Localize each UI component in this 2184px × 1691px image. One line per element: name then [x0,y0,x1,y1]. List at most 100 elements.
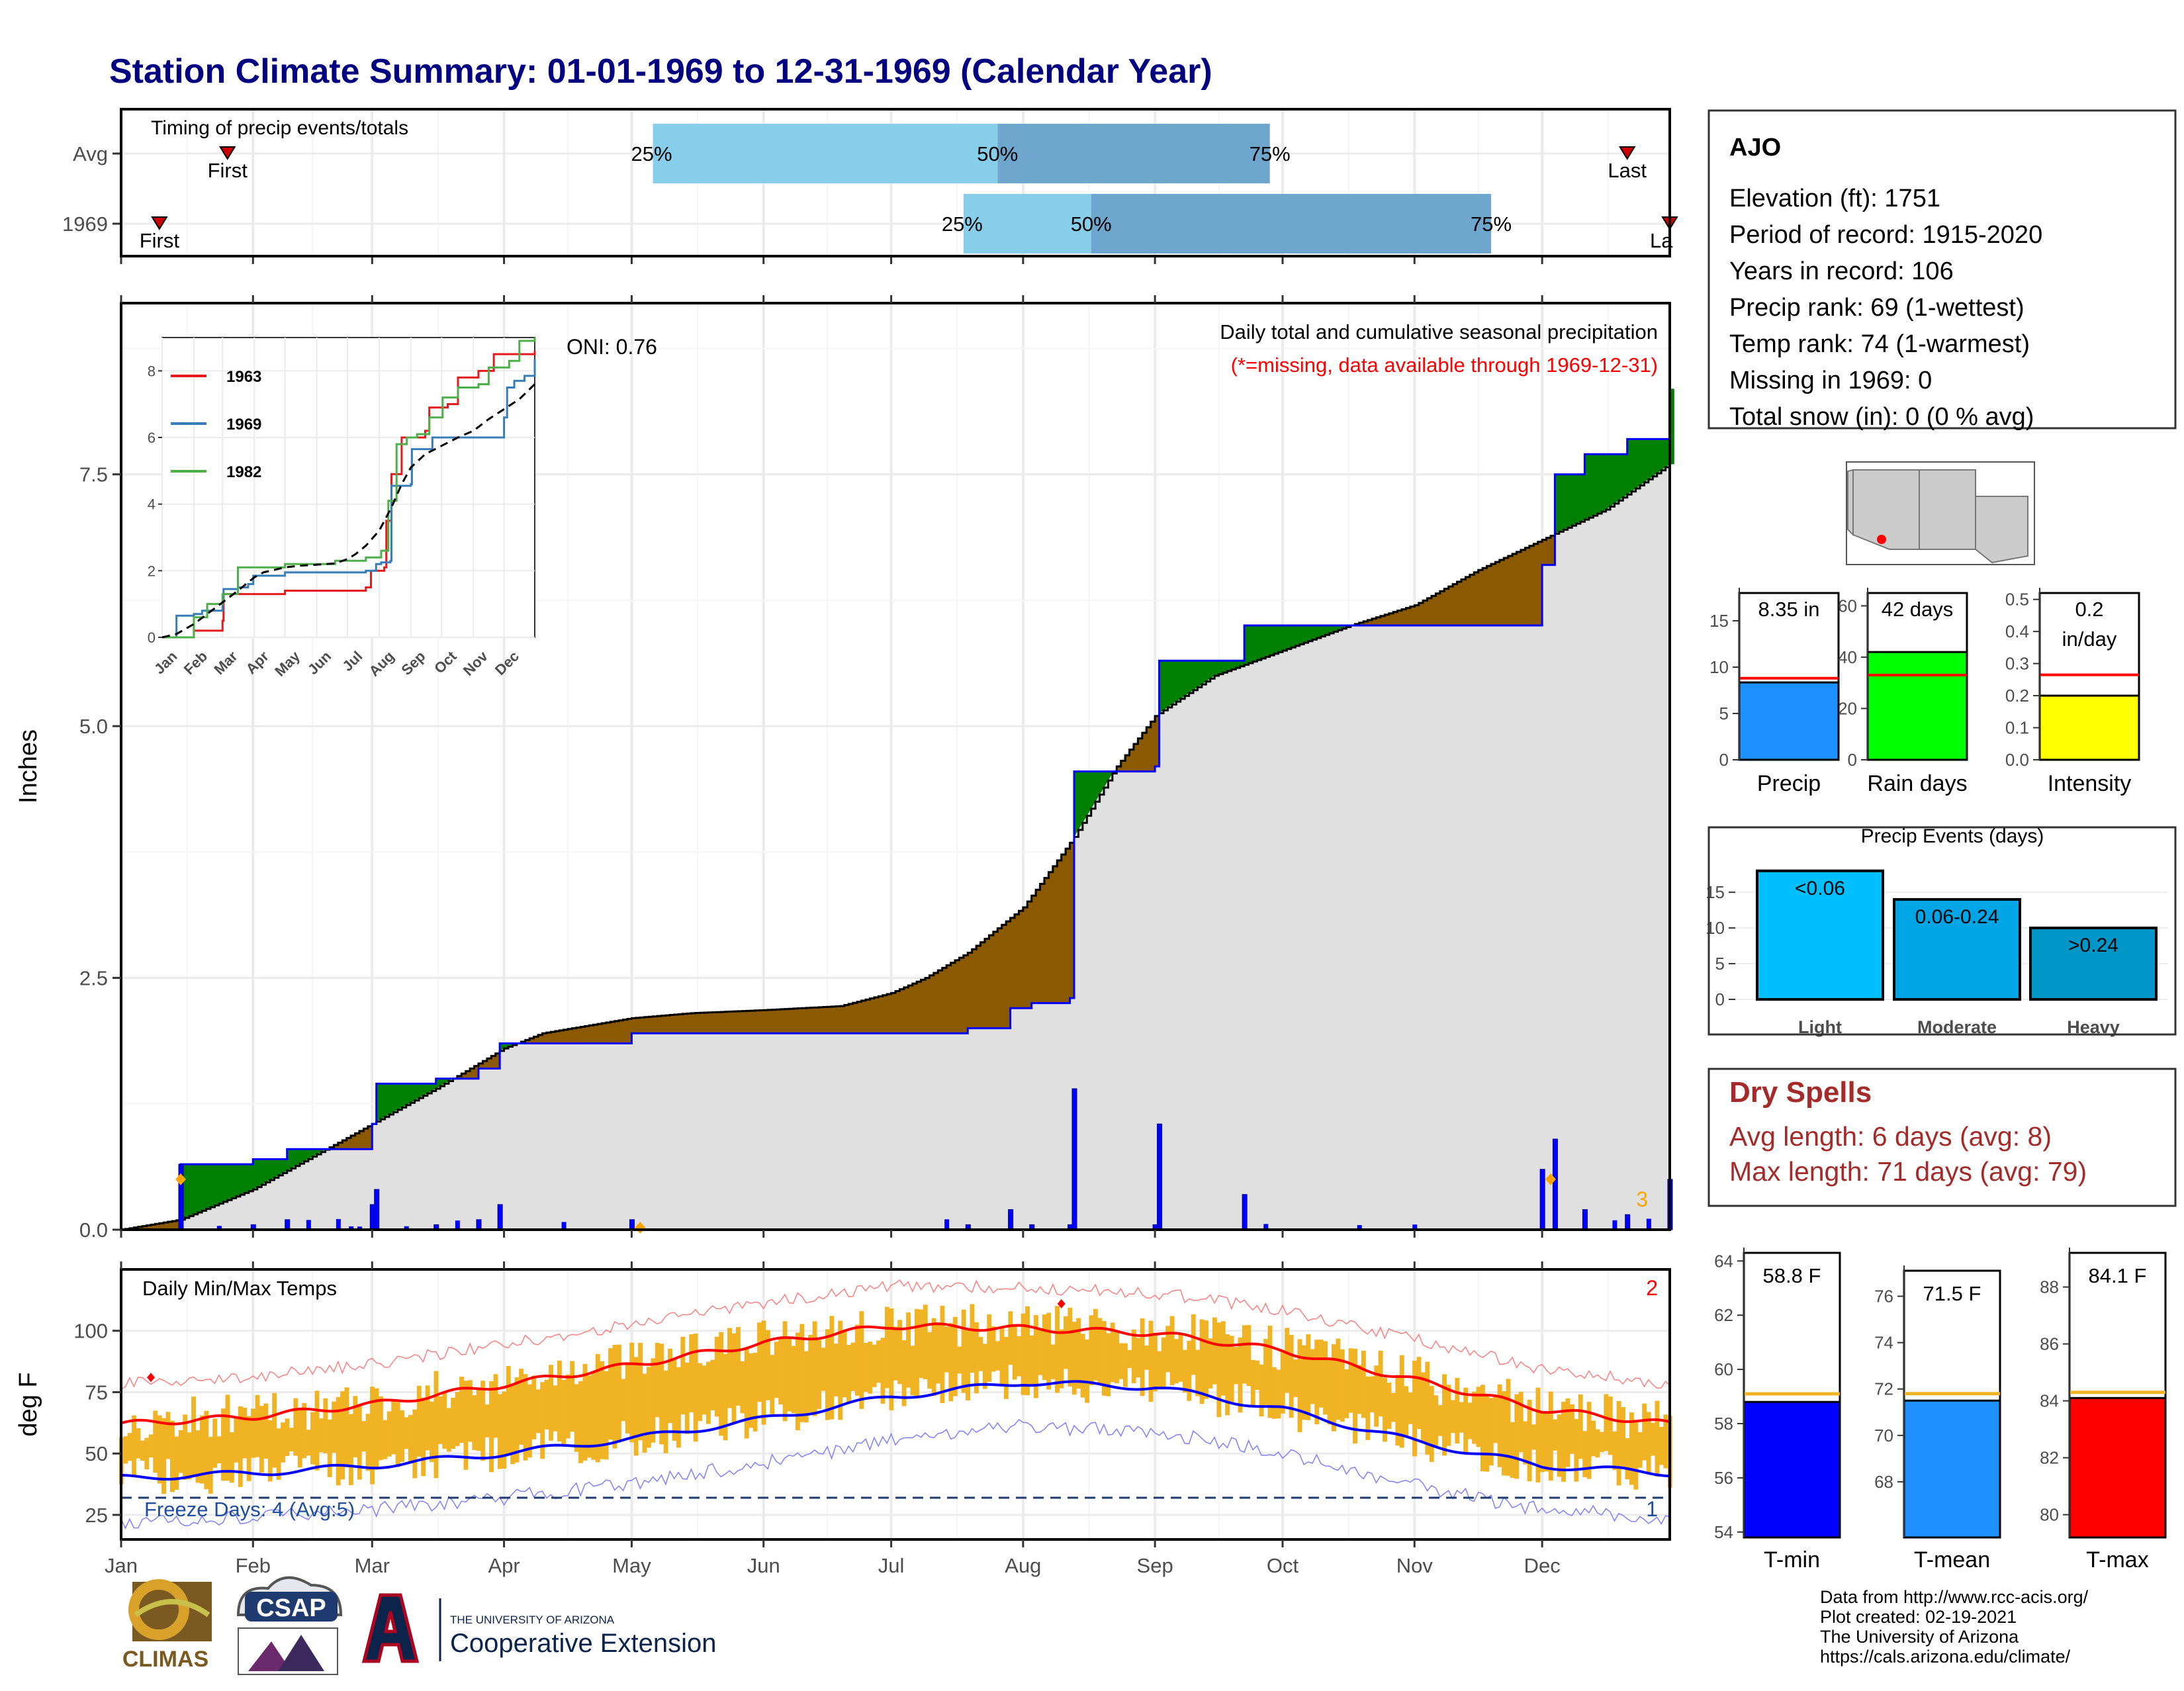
daily-temp-range-bar [306,1430,311,1456]
daily-temp-range-bar [970,1304,975,1373]
daily-temp-range-bar [714,1336,719,1417]
month-label: Jun [747,1554,780,1577]
daily-temp-range-bar [255,1394,260,1457]
daily-temp-range-bar [314,1391,320,1471]
daily-temp-range-bar [586,1375,592,1458]
daily-temp-range-bar [365,1414,371,1471]
daily-temp-range-bar [1420,1372,1426,1443]
page-title: Station Climate Summary: 01-01-1969 to 1… [109,52,1212,91]
precip-count: 3 [1636,1187,1648,1211]
daily-temp-range-bar [412,1409,418,1479]
daily-temp-range-bar [642,1373,647,1453]
record-low-line [120,1419,1670,1530]
daily-temp-range-bar [995,1341,1000,1371]
daily-temp-range-bar [723,1353,728,1441]
event-bar-heavy [2029,927,2158,1001]
daily-temp-range-bar [1663,1414,1668,1469]
summary-value-label: 42 days [1882,598,1954,621]
daily-precip-bar [1157,1123,1163,1230]
daily-temp-range-bar [795,1332,800,1430]
daily-temp-range-bar [229,1432,234,1483]
daily-temp-range-bar [731,1333,737,1423]
daily-temp-range-bar [267,1420,273,1482]
daily-precip-bar [1646,1218,1651,1230]
daily-temp-range-bar [621,1379,626,1422]
daily-temp-range-bar [1357,1365,1362,1414]
temp-ytick: 54 [1714,1522,1733,1542]
daily-temp-range-bar [821,1348,826,1391]
daily-precip-bar [1625,1214,1631,1230]
daily-temp-range-bar [1165,1326,1171,1373]
summary-bar-0: 8.35 in 0 5 10 15 Precip [1709,588,1840,796]
first-event-label: First [208,159,248,182]
daily-temp-range-bar [1336,1338,1341,1420]
daily-temp-range-bar [1025,1306,1030,1396]
daily-temp-range-bar [195,1430,201,1483]
daily-temp-range-bar [519,1369,523,1445]
daily-temp-range-bar [1433,1395,1439,1446]
daily-temp-range-bar [1378,1350,1383,1417]
summary-value-label: 0.2 [2075,598,2103,621]
daily-temp-range-bar [663,1370,668,1453]
daily-temp-range-bar [872,1344,877,1387]
daily-precip-bar [629,1219,635,1230]
daily-temp-range-bar [1659,1426,1664,1465]
daily-temp-range-bar [136,1428,141,1459]
daily-precip-bar [216,1226,222,1230]
daily-temp-range-bar [710,1359,715,1410]
daily-temp-range-bar [1306,1334,1311,1420]
daily-temp-range-bar [1488,1398,1494,1466]
daily-temp-range-bar [1561,1401,1566,1482]
texas-shape [1975,496,2028,564]
daily-temp-range-bar [276,1428,281,1480]
daily-temp-range-bar [1455,1377,1460,1444]
daily-temp-range-bar [833,1344,839,1396]
month-axis: Jan Feb Mar Apr May Jun Jul Aug Sep Oct Nov Dec [105,1539,1561,1577]
arizona-shape [1852,469,1920,550]
daily-temp-range-bar [514,1377,520,1463]
summary-ytick: 20 [1838,698,1857,718]
month-label: Oct [1267,1554,1299,1577]
daily-temp-range-bar [370,1387,375,1485]
month-label: Jul [878,1554,905,1577]
daily-temp-range-bar [191,1396,196,1475]
timing-bar-50-75 [1091,194,1491,253]
daily-precip-bar [455,1220,460,1230]
daily-temp-range-bar [1297,1339,1302,1432]
daily-temp-range-bar [527,1384,532,1458]
daily-temp-range-bar [693,1333,698,1442]
daily-temp-range-bar [437,1396,443,1444]
daily-temp-range-bar [1148,1320,1154,1402]
ua-big-text: Cooperative Extension [450,1629,716,1658]
daily-temp-range-bar [787,1338,792,1412]
daily-temp-range-bar [1616,1400,1621,1486]
ua-small-text: THE UNIVERSITY OF ARIZONA [450,1614,615,1626]
daily-temp-range-bar [199,1415,205,1484]
events-title: Precip Events (days) [1861,825,2044,847]
daily-temp-range-bar [148,1434,154,1458]
daily-temp-range-bar [1459,1402,1464,1433]
precip-ytick: 5.0 [79,715,108,738]
temp-ytick: 86 [2040,1334,2059,1354]
daily-temp-range-bar [318,1418,324,1453]
timing-row-label: 1969 [62,212,108,236]
daily-temp-range-bar [472,1395,477,1450]
temp-ytick: 64 [1714,1251,1733,1271]
temperature-summary-bars: 58.8 F 54 56 58 60 62 64 T-min 71.5 F 68 70 72 74 76 T… [1714,1248,2167,1573]
daily-temp-range-bar [216,1436,222,1463]
daily-temp-range-bar [391,1401,396,1455]
summary-ytick: 0 [1848,750,1857,770]
month-label: May [612,1554,651,1577]
daily-temp-range-bar [974,1322,979,1394]
daily-temp-range-bar [1122,1343,1128,1387]
temp-value-bar [1903,1399,2001,1539]
daily-temp-range-bar [1544,1413,1549,1472]
daily-temp-range-bar [1152,1332,1158,1392]
timing-p75-label: 75% [1250,142,1291,165]
daily-temp-range-bar [854,1324,860,1396]
summary-bar-label: Rain days [1867,771,1967,796]
daily-temp-range-bar [651,1358,656,1443]
daily-temp-range-bar [999,1326,1005,1385]
daily-temp-range-bar [1280,1350,1285,1414]
daily-temp-range-bar [1476,1387,1481,1447]
